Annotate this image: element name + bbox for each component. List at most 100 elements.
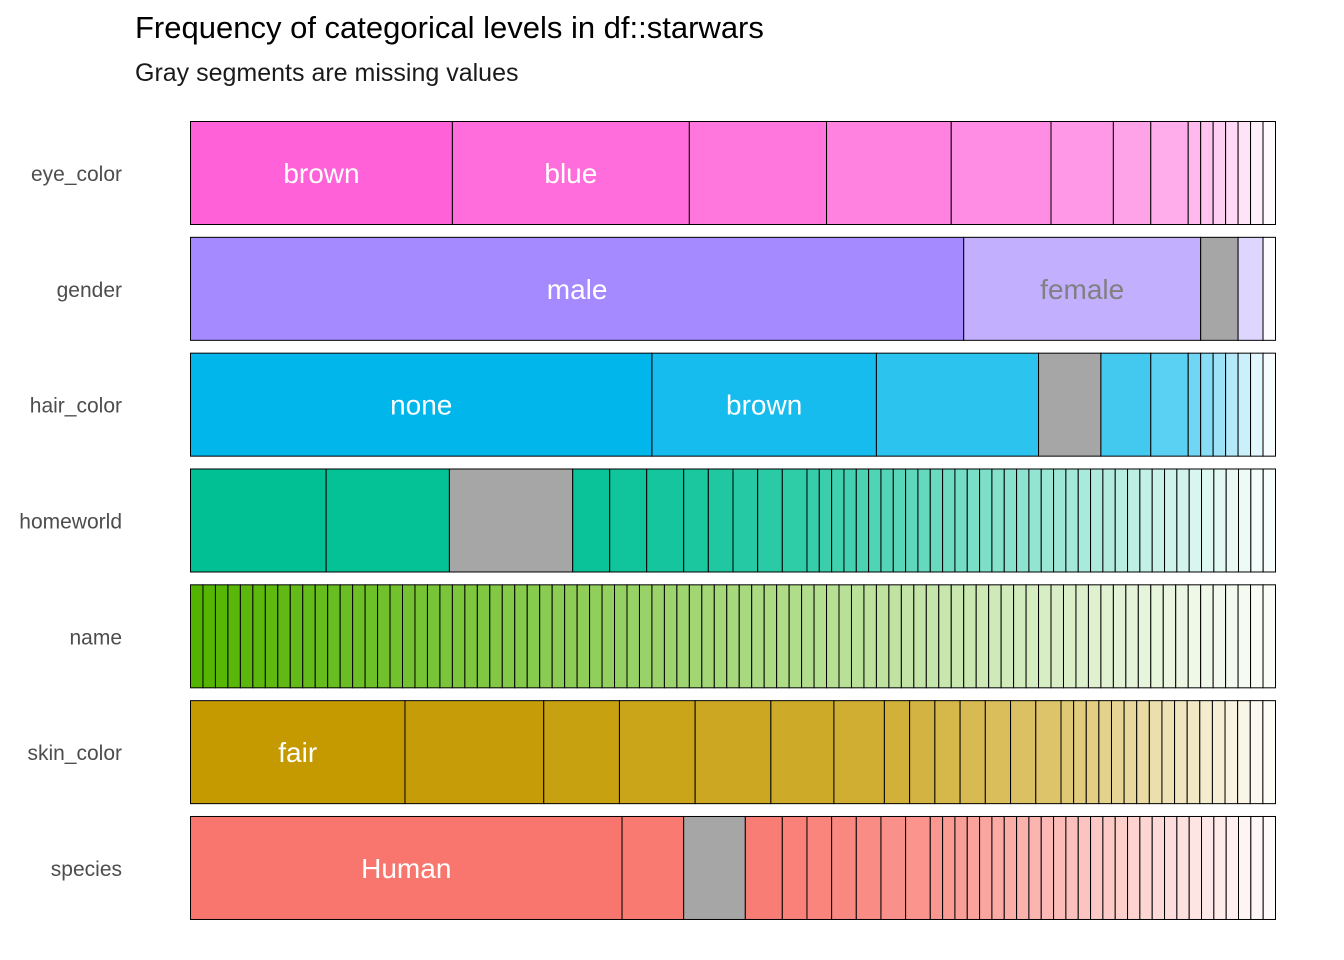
segment-skin_color-13	[1035, 700, 1062, 805]
segment-skin_color-25	[1199, 700, 1213, 805]
segment-name-45	[751, 584, 765, 689]
segment-gender-0	[190, 236, 965, 341]
segment-hair_color-4	[1100, 352, 1152, 457]
segment-homeworld-27	[1003, 468, 1018, 573]
segment-species-9	[905, 815, 931, 920]
segment-species-31	[1188, 815, 1203, 920]
segment-species-27	[1139, 815, 1153, 920]
segment-species-29	[1164, 815, 1178, 920]
segment-name-51	[826, 584, 840, 689]
segment-hair_color-missing	[1038, 352, 1102, 457]
segment-label-gender-0: male	[547, 274, 608, 305]
segment-species-37	[1262, 815, 1276, 920]
segment-homeworld-9	[757, 468, 783, 573]
segment-homeworld-18	[892, 468, 907, 573]
row-label-species: species	[51, 858, 122, 881]
segment-name-65	[1000, 584, 1015, 689]
segment-homeworld-17	[880, 468, 894, 573]
segment-homeworld-5	[646, 468, 685, 573]
segment-skin_color-17	[1098, 700, 1112, 805]
segment-label-eye_color-1: blue	[544, 158, 597, 189]
segment-name-55	[875, 584, 890, 689]
segment-homeworld-45	[1225, 468, 1240, 573]
segment-homeworld-22	[942, 468, 956, 573]
segment-label-hair_color-0: none	[390, 390, 452, 421]
segment-name-38	[663, 584, 678, 689]
segment-name-62	[963, 584, 977, 689]
segment-species-28	[1151, 815, 1166, 920]
segment-homeworld-10	[781, 468, 808, 573]
segment-eye_color-9	[1200, 121, 1214, 225]
segment-species-8	[880, 815, 907, 920]
segment-name-56	[888, 584, 902, 689]
segment-species-missing	[683, 815, 746, 920]
segment-label-species-0: Human	[361, 853, 451, 884]
segment-eye_color-7	[1150, 121, 1189, 225]
segment-species-10	[929, 815, 944, 920]
segment-name-16	[389, 584, 404, 689]
segment-name-3	[227, 584, 241, 689]
segment-species-17	[1016, 815, 1030, 920]
segment-label-gender-1: female	[1040, 274, 1124, 305]
segment-name-34	[614, 584, 628, 689]
segment-hair_color-0	[190, 352, 653, 457]
segment-homeworld-26	[991, 468, 1005, 573]
chart-title: Frequency of categorical levels in df::s…	[135, 10, 764, 45]
segment-homeworld-16	[868, 468, 882, 573]
segment-homeworld-30	[1040, 468, 1055, 573]
segment-species-15	[991, 815, 1005, 920]
segment-species-25	[1114, 815, 1129, 920]
segment-name-86	[1262, 584, 1276, 689]
segment-skin_color-27	[1224, 700, 1239, 805]
segment-species-13	[966, 815, 981, 920]
segment-name-75	[1125, 584, 1139, 689]
segment-skin_color-12	[1010, 700, 1037, 805]
chart-subtitle: Gray segments are missing values	[135, 59, 519, 87]
segment-name-27	[526, 584, 541, 689]
segment-skin_color-10	[959, 700, 986, 805]
segment-name-2	[214, 584, 229, 689]
segment-name-8	[289, 584, 304, 689]
segment-name-32	[589, 584, 603, 689]
segment-species-12	[954, 815, 968, 920]
segment-name-17	[402, 584, 416, 689]
segment-homeworld-28	[1016, 468, 1030, 573]
segment-name-29	[551, 584, 566, 689]
segment-name-67	[1025, 584, 1040, 689]
segment-homeworld-1	[325, 468, 450, 573]
segment-species-23	[1090, 815, 1104, 920]
segment-name-60	[938, 584, 952, 689]
segment-name-83	[1225, 584, 1239, 689]
segment-name-79	[1175, 584, 1189, 689]
row-label-skin_color: skin_color	[27, 742, 122, 765]
segment-name-22	[464, 584, 478, 689]
segment-name-21	[451, 584, 466, 689]
segment-homeworld-missing	[448, 468, 574, 573]
segment-homeworld-38	[1139, 468, 1153, 573]
segment-name-68	[1038, 584, 1052, 689]
segment-name-66	[1013, 584, 1027, 689]
segment-name-49	[801, 584, 815, 689]
segment-label-hair_color-1: brown	[726, 390, 802, 421]
segment-name-76	[1137, 584, 1152, 689]
segment-hair_color-10	[1237, 352, 1252, 457]
segment-hair_color-6	[1187, 352, 1202, 457]
segment-name-41	[701, 584, 715, 689]
segment-eye_color-2	[688, 121, 828, 225]
segment-skin_color-11	[984, 700, 1012, 805]
segment-homeworld-36	[1114, 468, 1129, 573]
segment-name-18	[414, 584, 428, 689]
segment-skin_color-30	[1262, 700, 1276, 805]
segment-name-77	[1150, 584, 1164, 689]
segment-species-21	[1065, 815, 1079, 920]
segment-eye_color-3	[826, 121, 952, 225]
segment-name-23	[476, 584, 491, 689]
segment-homeworld-33	[1077, 468, 1092, 573]
segment-name-28	[539, 584, 553, 689]
segment-eye_color-0	[190, 121, 453, 225]
segment-homeworld-32	[1065, 468, 1079, 573]
segment-name-50	[813, 584, 828, 689]
segment-name-35	[626, 584, 640, 689]
segment-species-5	[806, 815, 833, 920]
segment-name-43	[726, 584, 740, 689]
